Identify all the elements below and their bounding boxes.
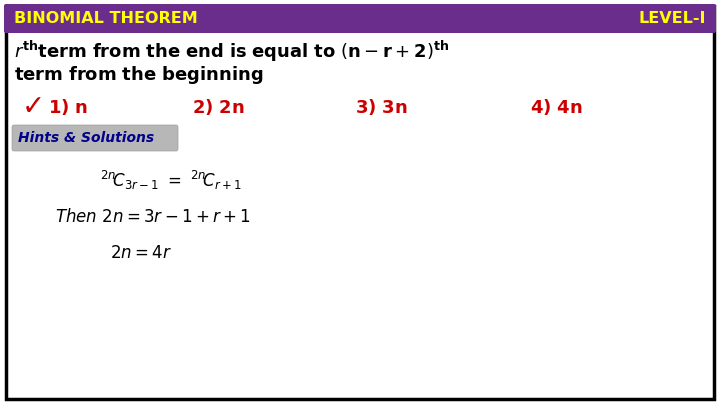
Text: $\mathbf{3)\ 3n}$: $\mathbf{3)\ 3n}$	[355, 97, 408, 117]
Text: Hints & Solutions: Hints & Solutions	[18, 131, 154, 145]
Text: BINOMIAL THEOREM: BINOMIAL THEOREM	[14, 11, 198, 26]
Text: $\mathbf{4)\ 4n}$: $\mathbf{4)\ 4n}$	[530, 97, 582, 117]
Text: $^{2n}\!C_{3r-1}\ =\ ^{2n}\!C_{r+1}$: $^{2n}\!C_{3r-1}\ =\ ^{2n}\!C_{r+1}$	[100, 168, 242, 192]
Text: $Then\ 2n = 3r-1+r+1$: $Then\ 2n = 3r-1+r+1$	[55, 208, 251, 226]
FancyBboxPatch shape	[4, 4, 716, 33]
Text: $2n = 4r$: $2n = 4r$	[110, 244, 172, 262]
FancyBboxPatch shape	[6, 6, 714, 399]
Text: $r^{\mathbf{th}}$$\mathbf{term\ from\ the\ end\ is\ equal\ to}$$\ (\mathbf{n}-\m: $r^{\mathbf{th}}$$\mathbf{term\ from\ th…	[14, 38, 449, 64]
Text: $\mathbf{2)\ 2n}$: $\mathbf{2)\ 2n}$	[192, 97, 245, 117]
FancyBboxPatch shape	[12, 125, 178, 151]
Text: $\mathbf{term\ from\ the\ beginning}$: $\mathbf{term\ from\ the\ beginning}$	[14, 64, 264, 86]
Text: ✓: ✓	[22, 93, 45, 121]
Text: LEVEL-I: LEVEL-I	[639, 11, 706, 26]
Text: $\mathbf{1)\ n}$: $\mathbf{1)\ n}$	[48, 97, 88, 117]
